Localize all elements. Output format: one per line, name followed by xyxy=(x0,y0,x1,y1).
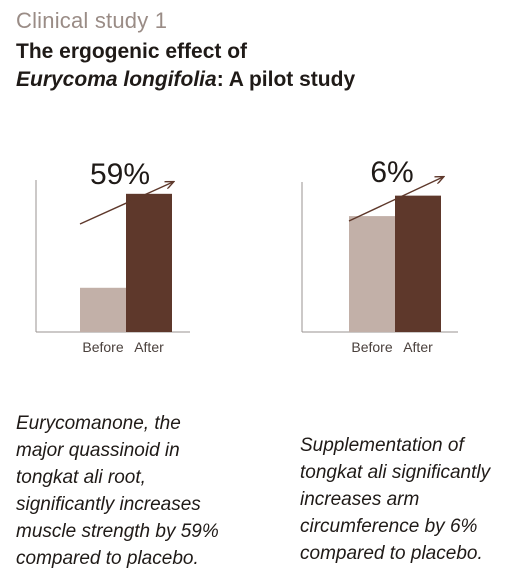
percent-increase-label: 6% xyxy=(370,156,413,189)
study-title: The ergogenic effect of Eurycoma longifo… xyxy=(16,38,355,94)
caption-left-line: major quassinoid in xyxy=(16,440,180,461)
title-species: Eurycoma longifolia xyxy=(16,68,217,91)
x-tick-label: Before xyxy=(351,339,392,355)
caption-left-line: Eurycomanone, the xyxy=(16,413,181,434)
x-tick-label: After xyxy=(134,339,164,355)
caption-left-line: muscle strength by 59% xyxy=(16,521,219,542)
bar-after xyxy=(395,195,441,332)
title-suffix: : A pilot study xyxy=(216,68,356,91)
bar-after xyxy=(126,193,172,332)
caption-right-line: Supplementation of xyxy=(300,435,464,456)
percent-increase-label: 59% xyxy=(90,158,150,191)
trend-arrow xyxy=(348,177,443,222)
x-tick-label: After xyxy=(403,339,433,355)
caption-left-line: tongkat ali root, xyxy=(16,467,146,488)
caption-right-line: increases arm xyxy=(300,489,420,510)
caption-right-line: circumference by 6% xyxy=(300,516,478,537)
chart-arm-circumference: Before After 6% xyxy=(301,156,458,355)
title-line-1: The ergogenic effect of xyxy=(16,40,248,63)
bar-before xyxy=(349,216,395,332)
caption-left-line: compared to placebo. xyxy=(16,548,199,569)
x-tick-label: Before xyxy=(82,339,123,355)
caption-right-line: compared to placebo. xyxy=(300,543,483,564)
bar-before xyxy=(80,287,126,332)
caption-arm-circumference: Supplementation of tongkat ali significan… xyxy=(300,432,528,567)
caption-right-line: tongkat ali significantly xyxy=(300,462,491,483)
chart-muscle-strength: Before After 59% xyxy=(35,158,190,355)
caption-left-line: significantly increases xyxy=(16,494,201,515)
charts-area: Before After 59% Before After 6% xyxy=(35,156,458,355)
study-label: Clinical study 1 xyxy=(16,8,168,33)
caption-muscle-strength: Eurycomanone, the major quassinoid in tong… xyxy=(16,410,271,572)
trend-arrow xyxy=(79,182,173,225)
title-line-2: Eurycoma longifolia: A pilot study xyxy=(16,66,355,94)
